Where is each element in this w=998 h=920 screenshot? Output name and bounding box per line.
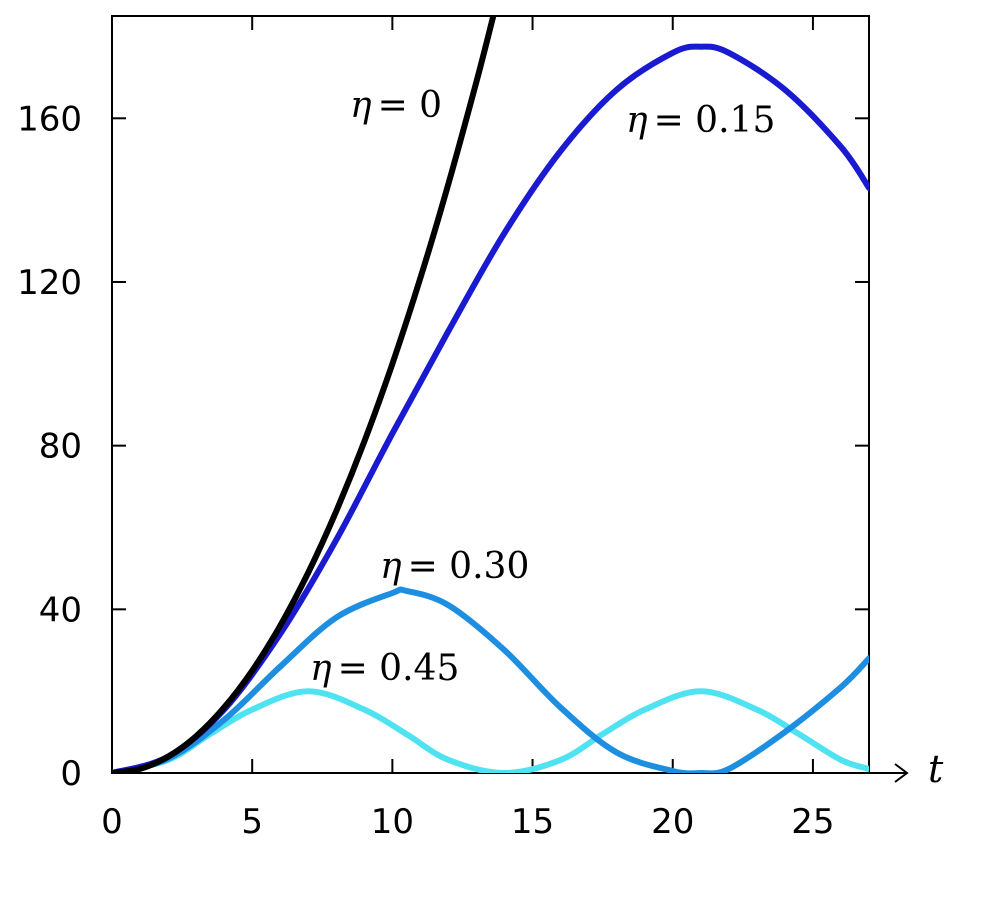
series-line-eta-0-15 — [112, 43, 869, 773]
label-value: = 0 — [378, 85, 443, 126]
series-label-eta-0-45: η = 0.45 — [310, 648, 459, 689]
series-line-eta-0-30 — [112, 586, 869, 773]
eta-symbol: η — [626, 100, 648, 141]
x-tick-label: 5 — [241, 802, 263, 842]
x-tick-label: 25 — [791, 802, 834, 842]
eta-symbol: η — [310, 648, 332, 689]
x-axis-label: t — [928, 747, 944, 791]
y-tick-labels: 0 40 80 120 160 — [17, 99, 82, 794]
series-line-eta-0 — [112, 16, 497, 773]
x-tick-label: 0 — [101, 802, 123, 842]
label-value: = 0.15 — [654, 100, 776, 141]
x-tick-label: 10 — [371, 802, 414, 842]
series-group — [112, 16, 869, 773]
x-tick-labels: 0 5 10 15 20 25 — [101, 802, 834, 842]
x-axis-arrowhead — [894, 763, 909, 783]
y-tick-label: 120 — [17, 263, 82, 303]
label-value: = 0.30 — [408, 546, 530, 587]
y-tick-label: 40 — [39, 590, 82, 630]
y-tick-label: 160 — [17, 99, 82, 139]
series-line-eta-0-45 — [112, 688, 869, 773]
y-tick-label: 80 — [39, 427, 82, 467]
series-label-eta-0-15: η = 0.15 — [626, 100, 775, 141]
eta-symbol: η — [380, 546, 402, 587]
y-tick-label: 0 — [60, 754, 82, 794]
x-tick-label: 20 — [651, 802, 694, 842]
label-value: = 0.45 — [338, 648, 460, 689]
eta-symbol: η — [350, 85, 372, 126]
x-tick-label: 15 — [511, 802, 554, 842]
series-label-eta-0-30: η = 0.30 — [380, 546, 529, 587]
series-label-eta-0: η = 0 — [350, 85, 442, 126]
